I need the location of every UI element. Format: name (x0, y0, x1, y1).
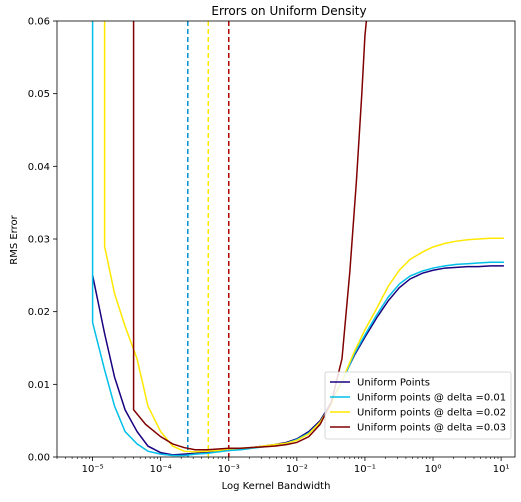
y-tick-label: 0.02 (28, 307, 50, 318)
y-tick-label: 0.06 (28, 17, 50, 28)
x-tick-label: 10⁻³ (218, 464, 240, 475)
x-tick-label: 10⁰ (425, 464, 442, 475)
x-axis: 10⁻⁵ 10⁻⁴ 10⁻³ 10⁻² 10⁻¹ 10⁰ 10¹ (56, 457, 510, 475)
series-line-4 (132, 21, 368, 451)
chart-title: Errors on Uniform Density (211, 4, 366, 18)
y-axis-title: RMS Error (9, 214, 20, 264)
y-axis: 0.00 0.01 0.02 0.03 0.04 0.05 0.06 (28, 17, 57, 464)
x-tick-label: 10⁻⁴ (150, 464, 172, 475)
y-tick-label: 0.04 (28, 162, 50, 173)
y-tick-label: 0.00 (28, 453, 50, 464)
legend-label: Uniform points @ delta =0.02 (357, 408, 506, 419)
x-tick-label: 10⁻¹ (354, 464, 376, 475)
x-tick-label: 10¹ (493, 464, 510, 475)
x-tick-label: 10⁻² (286, 464, 308, 475)
legend: Uniform Points Uniform points @ delta =0.… (324, 371, 512, 440)
x-axis-title: Log Kernel Bandwidth (222, 481, 331, 492)
legend-label: Uniform points @ delta =0.01 (357, 393, 506, 404)
y-tick-label: 0.01 (28, 380, 50, 391)
legend-box (324, 371, 512, 440)
x-tick-label: 10⁻⁵ (82, 464, 104, 475)
y-tick-label: 0.03 (28, 235, 50, 246)
legend-label: Uniform Points (357, 378, 430, 389)
legend-label: Uniform points @ delta =0.03 (357, 423, 506, 434)
y-tick-label: 0.05 (28, 89, 50, 100)
series-line-3 (103, 21, 504, 453)
